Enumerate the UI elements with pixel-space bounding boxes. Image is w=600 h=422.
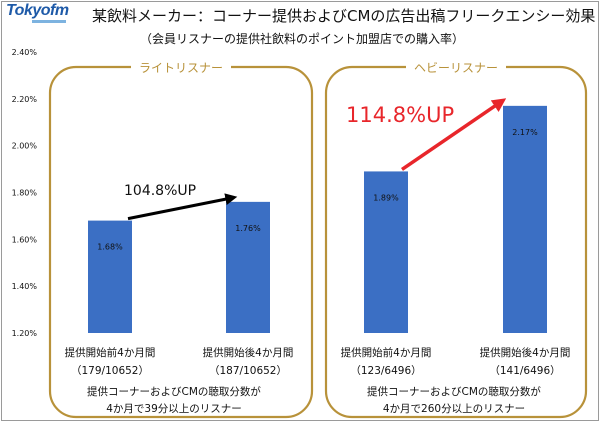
y-tick-label: 2.40% (12, 48, 38, 57)
category-count-label: （179/10652） (71, 365, 149, 377)
y-tick-label: 1.20% (12, 329, 38, 338)
bar (503, 105, 547, 333)
chart-title: 某飲料メーカー：コーナー提供およびCMの広告出稿フリークエンシー効果 (92, 7, 596, 25)
panel-title: ヘビーリスナー (414, 61, 498, 75)
listener-definition-line1: 提供コーナーおよびCMの聴取分数が (87, 385, 261, 398)
category-count-label: （123/6496） (350, 365, 421, 377)
y-tick-label: 1.80% (12, 189, 38, 198)
listener-definition-line1: 提供コーナーおよびCMの聴取分数が (367, 385, 541, 398)
bar-value-label: 1.68% (97, 243, 123, 252)
y-tick-label: 2.20% (12, 95, 38, 104)
bar (226, 201, 270, 333)
logo-underline (32, 20, 66, 23)
bar (364, 171, 408, 333)
lift-label: 114.8%UP (346, 103, 454, 127)
category-count-label: （141/6496） (489, 365, 560, 377)
listener-definition-line2: 4か月で260分以上のリスナー (383, 403, 525, 415)
lift-label: 104.8%UP (124, 183, 196, 199)
bar-value-label: 1.89% (373, 193, 399, 202)
panel-title-bg (406, 59, 506, 75)
category-label: 提供開始後4か月間 (203, 346, 294, 359)
lift-arrow (401, 98, 507, 171)
y-tick-label: 1.40% (12, 282, 38, 291)
y-tick-label: 2.00% (12, 142, 38, 151)
category-label: 提供開始前4か月間 (65, 346, 156, 359)
bar-value-label: 1.76% (235, 224, 261, 233)
bar-value-label: 2.17% (512, 128, 538, 137)
y-tick-label: 1.60% (12, 235, 38, 244)
category-count-label: （187/10652） (209, 365, 287, 377)
lift-arrow (127, 193, 238, 221)
panel-title-bg (131, 59, 231, 75)
category-label: 提供開始後4か月間 (480, 346, 571, 359)
bar (88, 220, 132, 333)
panel-title: ライトリスナー (139, 61, 223, 75)
tokyofm-logo: Tokyofm (6, 2, 69, 19)
listener-definition-line2: 4か月で39分以上のリスナー (106, 403, 242, 415)
chart-subtitle: （会員リスナーの提供社飲料のポイント加盟店での購入率） (140, 32, 465, 46)
category-label: 提供開始前4か月間 (341, 346, 432, 359)
